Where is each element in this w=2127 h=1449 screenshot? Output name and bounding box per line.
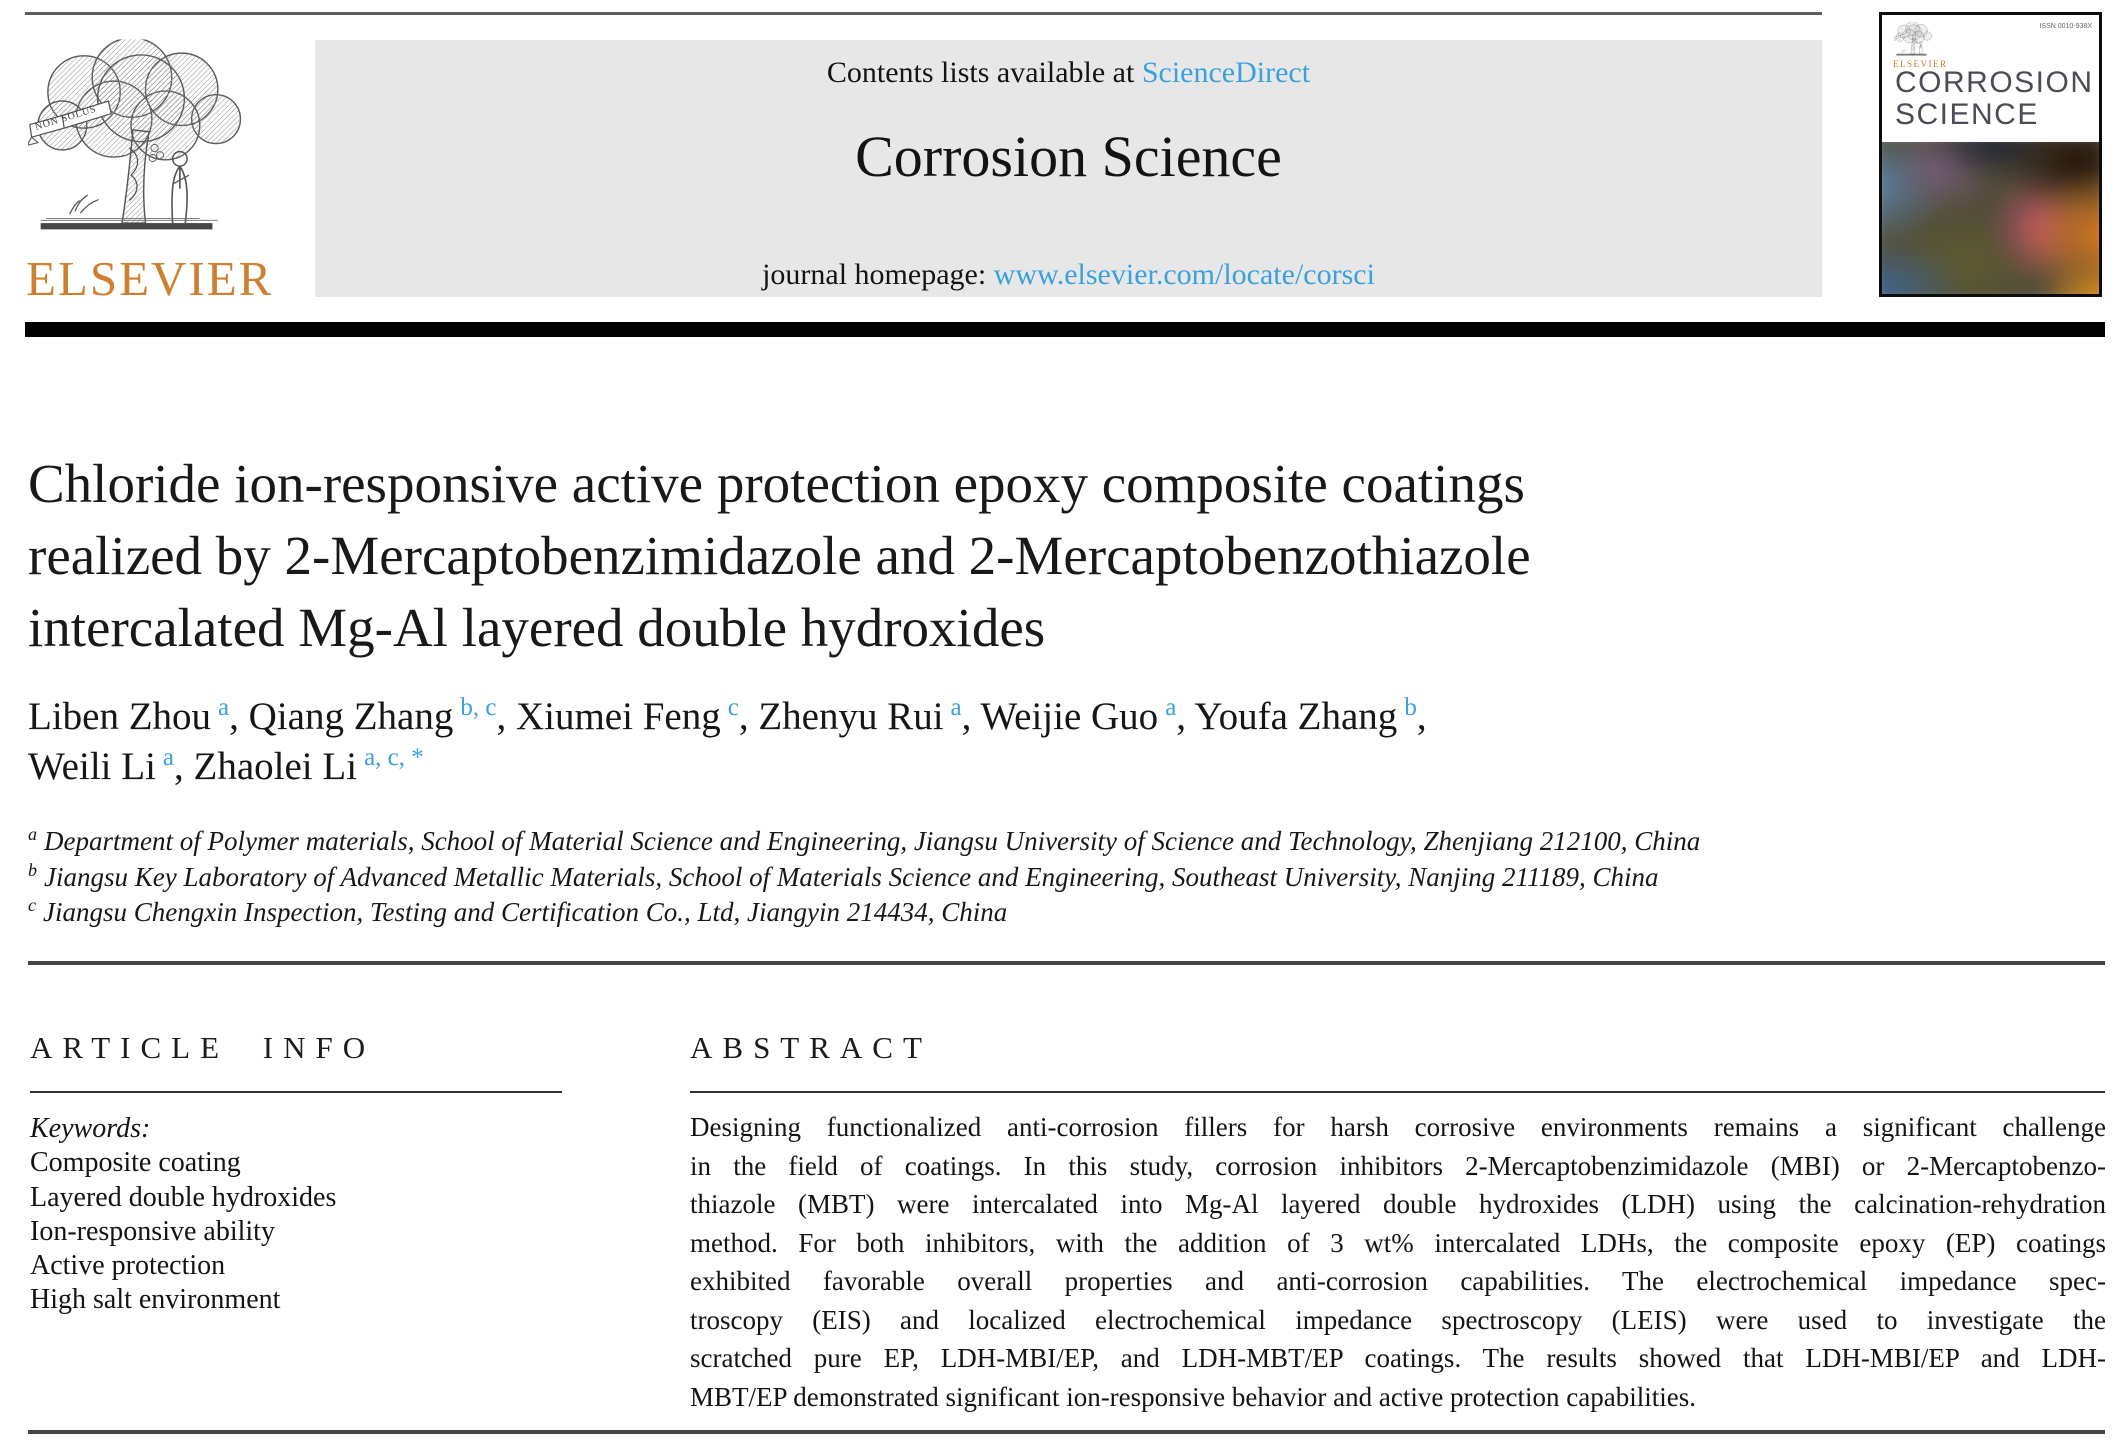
affiliation-row: a Department of Polymer materials, School… [28,824,1700,860]
author: Weili Li a, [28,744,194,788]
affiliation-text: Jiangsu Key Laboratory of Advanced Metal… [44,861,1659,892]
top-divider [25,12,1822,15]
abstract-heading: ABSTRACT [690,1030,932,1065]
affiliation-list: a Department of Polymer materials, School… [28,824,1700,931]
contents-line: Contents lists available at ScienceDirec… [315,56,1822,90]
cover-abstract-image-gradient [1882,142,2099,294]
elsevier-tree-icon [28,36,254,242]
authors-line2: Weili Li a, Zhaolei Li a, c, * [28,742,1427,792]
article-info-heading: ARTICLE INFO [30,1030,376,1065]
cover-abstract-image [1882,142,2099,294]
sciencedirect-link[interactable]: ScienceDirect [1141,56,1311,89]
cover-title-line2: SCIENCE [1895,98,2039,131]
abstract-text: Designing functionalized anti-corrosion … [690,1108,2106,1416]
abstract-line: scratched pure EP, LDH-MBI/EP, and LDH-M… [690,1343,2106,1373]
article-title-line1: Chloride ion-responsive active protectio… [28,453,1525,514]
abstract-line: method. For both inhibitors, with the ad… [690,1227,2106,1258]
section-divider [28,961,2105,965]
author: Qiang Zhang b, c, [248,694,516,738]
author: Youfa Zhang b, [1194,694,1427,738]
homepage-line: journal homepage: www.elsevier.com/locat… [315,258,1822,292]
abstract-line: exhibited favorable overall properties a… [690,1266,2106,1296]
article-info-rule [30,1091,562,1093]
cover-journal-title: CORROSION SCIENCE [1895,67,2094,131]
journal-header-box: Contents lists available at ScienceDirec… [315,40,1822,297]
homepage-prefix: journal homepage: [762,258,994,291]
abstract-line: MBT/EP demonstrated significant ion-resp… [690,1381,1696,1412]
keyword-item: Layered double hydroxides [30,1181,337,1213]
author: Zhaolei Li a, c, * [193,744,424,788]
author-list: Liben Zhou a, Qiang Zhang b, c, Xiumei Fen… [28,692,1427,792]
author: Liben Zhou a, [28,694,249,738]
author: Xiumei Feng c, [515,694,759,738]
affiliation-superscript: b [28,859,37,880]
abstract-line: Designing functionalized anti-corrosion … [690,1112,2106,1142]
affiliation-row: b Jiangsu Key Laboratory of Advanced Meta… [28,860,1700,896]
abstract-rule [690,1091,2105,1093]
affiliation-superscript: a [28,824,37,844]
abstract-line: in the field of coatings. In this study,… [690,1150,2106,1181]
keywords-block: Keywords: Composite coating Layered doub… [30,1112,570,1318]
journal-cover-thumbnail[interactable]: ELSEVIER ISSN 0010-938X CORROSION SCIENC… [1879,12,2102,297]
affiliation-text: Department of Polymer materials, School … [44,826,1701,856]
affiliation-text: Jiangsu Chengxin Inspection, Testing and… [43,897,1008,927]
author-superscript: a [162,744,175,771]
abstract-line: troscopy (EIS) and localized electrochem… [690,1304,2106,1335]
article-title-line3: intercalated Mg-Al layered double hydrox… [28,597,1046,658]
elsevier-logo: ELSEVIER [26,32,311,317]
author-superscript: a [1165,694,1177,721]
keyword-item: Active protection [30,1250,226,1282]
author-superscript: c [727,694,739,721]
keyword-item: Ion-responsive ability [30,1215,275,1247]
author-superscript: a [218,694,230,721]
affiliation-row: c Jiangsu Chengxin Inspection, Testing an… [28,895,1700,931]
author-superscript: b [1404,694,1417,721]
article-title-line2: realized by 2-Mercaptobenzimidazole and … [28,525,1531,586]
bottom-divider [28,1430,2105,1434]
authors-line1: Liben Zhou a, Qiang Zhang b, c, Xiumei Fen… [28,692,1427,742]
header-black-bar [25,322,2105,337]
author-superscript: b, c [460,694,497,721]
contents-prefix: Contents lists available at [826,56,1142,89]
keywords-label: Keywords: [30,1113,151,1144]
article-title: Chloride ion-responsive active protectio… [28,448,1888,664]
journal-homepage-link[interactable]: www.elsevier.com/locate/corsci [993,258,1375,291]
affiliation-superscript: c [28,895,36,915]
cover-title-line1: CORROSION [1895,66,2094,99]
cover-elsevier-wordmark: ELSEVIER [1893,59,1948,69]
keyword-item: High salt environment [30,1284,281,1316]
author: Zhenyu Rui a, [758,694,981,738]
elsevier-wordmark: ELSEVIER [26,251,274,306]
author: Weijie Guo a, [980,694,1195,738]
keyword-item: Composite coating [30,1147,241,1179]
cover-issn: ISSN 0010-938X [2039,23,2092,30]
cover-elsevier-tree-icon [1894,22,1934,57]
author-superscript: a, c, * [364,744,424,771]
journal-title: Corrosion Science [855,124,1282,189]
author-superscript: a [950,694,962,721]
abstract-line: thiazole (MBT) were intercalated into Mg… [690,1189,2106,1219]
